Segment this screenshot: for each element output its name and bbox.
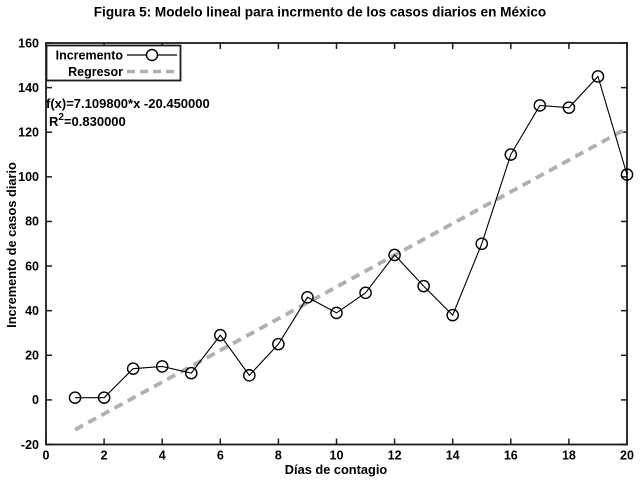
y-tick-label: 100	[18, 170, 39, 184]
y-tick-label: 140	[18, 81, 39, 95]
data-point	[272, 337, 285, 351]
y-tick-label: -20	[21, 438, 39, 452]
x-tick-label: 10	[330, 449, 344, 463]
data-series-group	[68, 70, 634, 404]
x-tick-label: 12	[388, 449, 402, 463]
data-point	[533, 99, 547, 112]
data-point	[388, 248, 401, 262]
x-tick-label: 0	[43, 449, 50, 463]
data-point	[126, 362, 140, 375]
legend-label-incremento: Incremento	[56, 49, 124, 63]
x-axis-label: Días de contagio	[285, 462, 388, 477]
equation-text: f(x)=7.109800*x -20.450000	[46, 96, 210, 111]
r-squared-superscript: 2	[58, 112, 64, 123]
r-squared-text: R2=0.830000	[49, 112, 126, 129]
data-point	[475, 237, 489, 251]
data-line	[75, 75, 628, 399]
x-tick-label: 20	[620, 449, 634, 463]
data-point	[184, 366, 198, 380]
data-point	[591, 70, 605, 83]
data-point	[155, 360, 169, 373]
x-tick-labels: 0 2 4 6 8 10 12 14 16 18 20	[43, 449, 634, 463]
x-tick-label: 6	[217, 449, 224, 463]
r-squared-base: R	[49, 114, 59, 129]
data-point	[446, 308, 460, 322]
x-tick-label: 18	[562, 449, 576, 463]
data-point	[504, 148, 518, 161]
data-point	[359, 286, 372, 300]
y-tick-label: 0	[32, 393, 39, 407]
data-point	[417, 279, 430, 293]
data-point	[562, 101, 576, 114]
data-point	[620, 168, 634, 181]
data-point	[301, 290, 314, 304]
y-tick-label: 60	[25, 259, 39, 273]
regressor-line-group	[74, 126, 628, 432]
y-tick-label: 20	[25, 349, 39, 363]
data-point	[330, 306, 343, 320]
y-tick-labels: -20 0 20 40 60 80 100 120 140 160	[18, 36, 39, 452]
legend-box	[45, 44, 182, 82]
x-tick-label: 2	[101, 449, 108, 463]
x-tick-label: 14	[446, 449, 460, 463]
figure-title: Figura 5: Modelo lineal para incrmento d…	[94, 5, 547, 20]
x-tick-label: 4	[159, 449, 166, 463]
data-point	[243, 369, 256, 382]
legend-label-regresor: Regresor	[68, 65, 123, 79]
y-axis-label: Incremento de casos diario	[4, 162, 19, 328]
x-tick-label: 8	[275, 449, 282, 463]
legend-circle-marker-icon	[145, 48, 159, 62]
annotation: f(x)=7.109800*x -20.450000 R2=0.830000	[46, 96, 210, 129]
r-squared-value: =0.830000	[64, 114, 126, 129]
y-tick-label: 40	[25, 304, 39, 318]
y-tick-label: 80	[25, 215, 39, 229]
legend: Incremento Regresor	[45, 44, 182, 82]
regressor-line	[74, 126, 628, 432]
data-point	[97, 391, 111, 404]
y-tick-label: 160	[18, 36, 39, 50]
y-tick-label: 120	[18, 126, 39, 140]
x-tick-label: 16	[504, 449, 518, 463]
data-point	[213, 328, 227, 342]
data-point	[68, 391, 82, 404]
